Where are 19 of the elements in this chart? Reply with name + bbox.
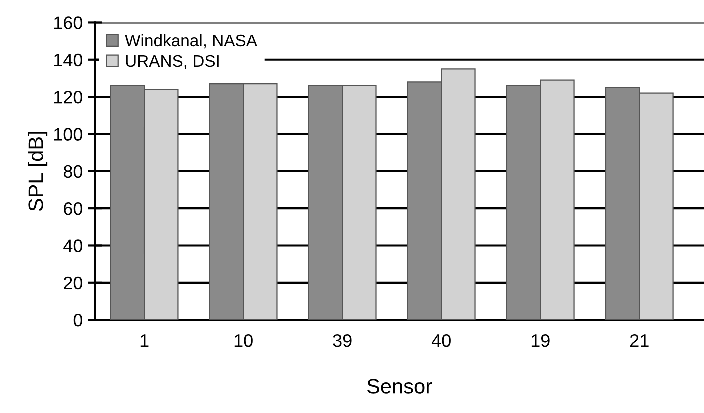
- x-tick-label: 39: [333, 334, 352, 348]
- y-tick-label: 40: [64, 240, 83, 252]
- y-tick-label: 60: [64, 202, 83, 216]
- y-tick-label: 140: [54, 54, 83, 67]
- x-tick-label: 21: [630, 334, 649, 348]
- y-tick-label: 20: [64, 276, 83, 290]
- y-tick-label: 100: [54, 128, 83, 141]
- x-tick-label: 1: [140, 334, 149, 348]
- y-axis-title: SPL [dB]: [28, 132, 48, 212]
- legend-label: Windkanal, NASA: [125, 34, 258, 49]
- y-tick-label: 0: [74, 314, 83, 327]
- y-tick-label: 80: [64, 165, 83, 178]
- x-axis-title: Sensor: [367, 379, 432, 394]
- y-tick-label: 160: [54, 16, 83, 30]
- y-tick-label: 120: [54, 90, 83, 104]
- x-tick-label: 19: [532, 334, 550, 348]
- x-tick-label: 10: [234, 334, 253, 348]
- legend-label: URANS, DSI: [126, 55, 219, 70]
- x-tick-label: 40: [432, 334, 451, 348]
